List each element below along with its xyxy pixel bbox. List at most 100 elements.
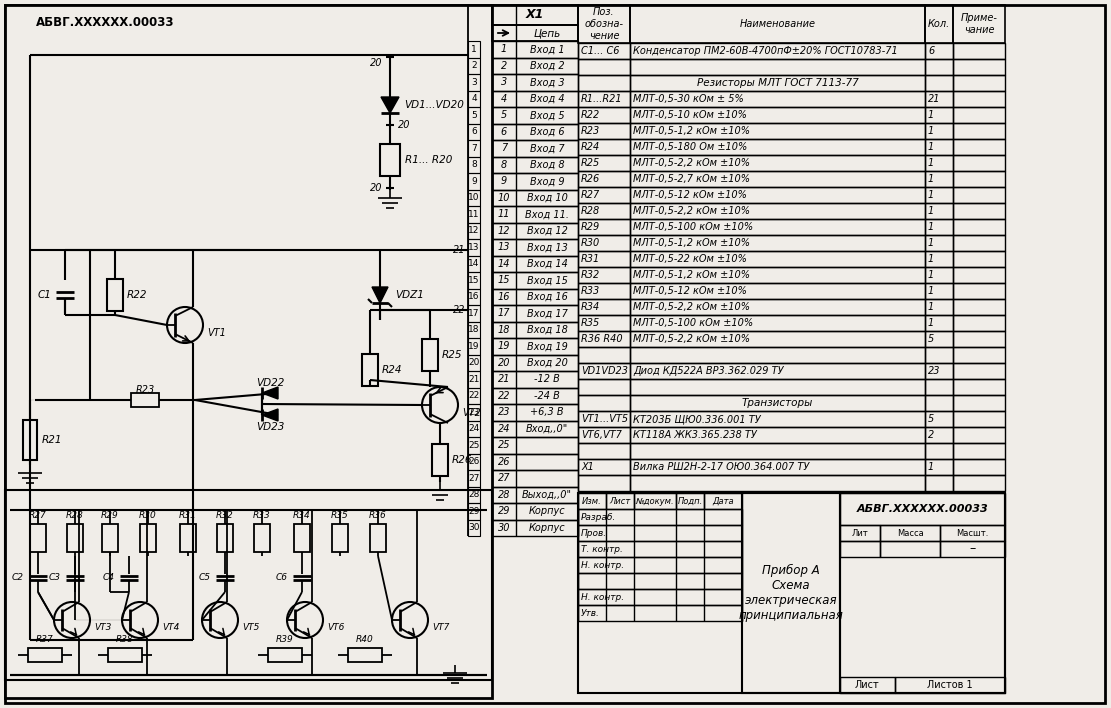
Bar — [925, 43, 953, 59]
Bar — [468, 338, 480, 355]
Text: МЛТ-0,5-100 кОм ±10%: МЛТ-0,5-100 кОм ±10% — [633, 222, 753, 232]
Bar — [468, 371, 480, 387]
Bar — [468, 305, 480, 321]
Text: Выход,,0": Выход,,0" — [522, 490, 572, 500]
Bar — [630, 459, 925, 475]
Text: 1: 1 — [928, 318, 934, 328]
Bar — [925, 219, 953, 235]
Bar — [468, 190, 480, 206]
Bar — [925, 363, 953, 379]
Bar — [630, 235, 925, 251]
Bar — [468, 123, 480, 140]
Bar — [630, 171, 925, 187]
Text: КТ118А ЖК3.365.238 ТУ: КТ118А ЖК3.365.238 ТУ — [633, 430, 757, 440]
Text: Вход 4: Вход 4 — [530, 93, 564, 104]
Bar — [578, 347, 630, 363]
Bar — [925, 283, 953, 299]
Text: C5: C5 — [199, 573, 211, 583]
Bar — [953, 331, 1005, 347]
Bar — [953, 219, 1005, 235]
Text: МЛТ-0,5-12 кОм ±10%: МЛТ-0,5-12 кОм ±10% — [633, 190, 747, 200]
Bar — [925, 267, 953, 283]
Bar — [704, 493, 742, 509]
Bar — [895, 677, 1005, 693]
Text: 14: 14 — [469, 259, 480, 268]
Bar — [180, 524, 196, 552]
Bar — [840, 525, 880, 541]
Bar — [925, 299, 953, 315]
Text: R30: R30 — [581, 238, 600, 248]
Text: Вход 11.: Вход 11. — [526, 210, 569, 219]
Bar — [10, 10, 200, 36]
Bar — [578, 171, 630, 187]
Text: C1... C6: C1... C6 — [581, 46, 620, 56]
Bar — [605, 493, 634, 509]
Bar — [630, 347, 925, 363]
Text: МЛТ-0,5-2,2 кОм ±10%: МЛТ-0,5-2,2 кОм ±10% — [633, 334, 750, 344]
Bar — [953, 379, 1005, 395]
Bar — [953, 443, 1005, 459]
Text: Вход 9: Вход 9 — [530, 176, 564, 186]
Text: Вилка РШ2Н-2-17 ОЮ0.364.007 ТУ: Вилка РШ2Н-2-17 ОЮ0.364.007 ТУ — [633, 462, 810, 472]
Bar — [492, 74, 578, 91]
Bar — [925, 107, 953, 123]
Bar — [630, 43, 925, 59]
Text: 21: 21 — [498, 375, 510, 384]
Text: Вход 6: Вход 6 — [530, 127, 564, 137]
Text: МЛТ-0,5-2,2 кОм ±10%: МЛТ-0,5-2,2 кОм ±10% — [633, 206, 750, 216]
Text: 9: 9 — [471, 177, 477, 185]
Bar — [578, 459, 630, 475]
Bar — [630, 363, 925, 379]
Bar — [578, 395, 630, 411]
Bar — [578, 267, 630, 283]
Bar — [492, 305, 578, 321]
Bar — [578, 557, 742, 573]
Bar — [492, 91, 578, 107]
Text: Вход 8: Вход 8 — [530, 160, 564, 170]
Text: C3: C3 — [49, 573, 61, 583]
Text: C2: C2 — [12, 573, 24, 583]
Text: VD1VD23: VD1VD23 — [581, 366, 628, 376]
Text: МЛТ-0,5-12 кОм ±10%: МЛТ-0,5-12 кОм ±10% — [633, 286, 747, 296]
Text: -12 В: -12 В — [534, 375, 560, 384]
Bar — [630, 59, 925, 75]
Text: 20: 20 — [370, 58, 382, 68]
Text: 11: 11 — [468, 210, 480, 219]
Bar — [953, 427, 1005, 443]
Bar — [348, 648, 382, 662]
Bar — [492, 123, 578, 140]
Text: 21: 21 — [469, 375, 480, 384]
Text: R32: R32 — [581, 270, 600, 280]
Bar — [492, 57, 578, 74]
Bar — [630, 315, 925, 331]
Bar — [925, 315, 953, 331]
Bar — [925, 59, 953, 75]
Text: 1: 1 — [501, 44, 507, 55]
Bar — [468, 355, 480, 371]
Text: 10: 10 — [498, 193, 510, 202]
Bar — [925, 251, 953, 267]
Bar — [578, 219, 630, 235]
Bar — [492, 140, 578, 156]
Text: R29: R29 — [581, 222, 600, 232]
Text: Вход 3: Вход 3 — [530, 77, 564, 87]
Text: R26: R26 — [452, 455, 472, 465]
Text: Вход 19: Вход 19 — [527, 341, 568, 351]
Bar — [30, 524, 46, 552]
Bar — [578, 75, 630, 91]
Text: 12: 12 — [498, 226, 510, 236]
Text: Вход 15: Вход 15 — [527, 275, 568, 285]
Text: 19: 19 — [468, 342, 480, 350]
Bar — [268, 648, 302, 662]
Bar — [953, 315, 1005, 331]
Bar — [840, 541, 880, 557]
Text: Подп.: Подп. — [678, 496, 702, 506]
Text: 28: 28 — [469, 490, 480, 499]
Text: Н. контр.: Н. контр. — [581, 561, 624, 569]
Bar — [578, 91, 630, 107]
Bar — [6, 490, 492, 680]
Text: R31: R31 — [179, 511, 197, 520]
Text: 8: 8 — [501, 160, 507, 170]
Bar — [294, 524, 310, 552]
Text: 5: 5 — [928, 414, 934, 424]
